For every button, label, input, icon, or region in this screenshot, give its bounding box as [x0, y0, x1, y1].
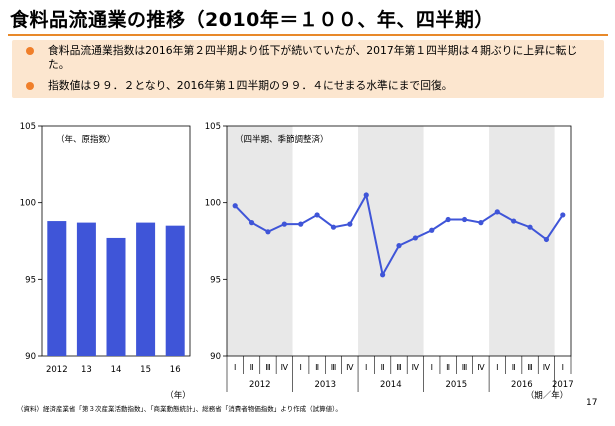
data-point: [330, 224, 337, 230]
quarter-label: Ⅲ: [527, 363, 533, 372]
y-tick-label: 90: [25, 352, 36, 362]
bar: [106, 237, 126, 356]
x-tick-label: 13: [81, 365, 92, 375]
x-tick-label: 14: [111, 365, 122, 375]
quarter-label: Ⅰ: [300, 363, 302, 372]
data-point: [298, 221, 304, 227]
year-label: 2017: [552, 380, 574, 390]
data-point: [314, 212, 320, 218]
quarter-label: Ⅳ: [543, 363, 551, 372]
data-point: [380, 272, 386, 278]
quarter-label: Ⅰ: [562, 363, 564, 372]
data-point: [248, 220, 255, 226]
quarter-label: Ⅱ: [315, 363, 319, 372]
chart-annotation: （年、原指数）: [56, 134, 116, 145]
quarter-label: Ⅰ: [365, 363, 367, 372]
page-title: 食料品流通業の推移（2010年＝１００、年、四半期）: [10, 9, 494, 31]
data-point: [527, 224, 533, 230]
summary-bullet-text: 指数値は９９．２となり、2016年第１四半期の９９．４にせまる水準にまで回復。: [48, 79, 453, 92]
data-point: [281, 221, 287, 227]
summary-bullet-text: 食料品流通業指数は2016年第２四半期より低下が続いていたが、2017年第１四半…: [48, 44, 578, 71]
year-shade-band: [358, 126, 424, 356]
quarter-label: Ⅱ: [446, 363, 450, 372]
data-point: [265, 229, 271, 235]
year-label: 2013: [314, 380, 336, 390]
quarter-label: Ⅲ: [462, 363, 468, 372]
data-point: [461, 216, 468, 223]
y-tick-label: 105: [20, 122, 36, 132]
data-point: [445, 216, 451, 223]
quarter-label: Ⅱ: [381, 363, 385, 372]
x-axis-unit: （期／年）: [526, 390, 569, 401]
quarter-label: Ⅰ: [234, 363, 236, 372]
year-label: 2012: [249, 380, 271, 390]
x-axis-unit: （年）: [165, 390, 191, 401]
quarter-label: Ⅰ: [496, 363, 498, 372]
data-point: [363, 192, 369, 198]
bar: [136, 222, 156, 356]
quarter-label: Ⅳ: [412, 363, 420, 372]
data-point: [396, 243, 402, 249]
y-tick-label: 95: [25, 275, 36, 285]
source-note: （資料）経済産業省「第３次産業活動指数」、「商業動態統計」、総務省「消費者物価指…: [17, 405, 342, 413]
data-point: [511, 218, 517, 224]
x-tick-label: 15: [140, 365, 151, 375]
bar: [165, 225, 185, 356]
quarter-label: Ⅱ: [250, 363, 254, 372]
bullet-dot-icon: [26, 82, 34, 90]
bar: [47, 221, 67, 356]
data-point: [347, 221, 353, 227]
year-label: 2016: [511, 380, 533, 390]
quarter-label: Ⅲ: [396, 363, 402, 372]
title-divider: [8, 34, 608, 36]
y-tick-label: 105: [205, 122, 221, 132]
plot-frame: [226, 125, 572, 357]
quarter-label: Ⅳ: [477, 363, 485, 372]
quarter-label: Ⅳ: [281, 363, 289, 372]
x-tick-label: 2012: [46, 365, 68, 375]
page-number: 17: [586, 398, 598, 408]
data-point: [478, 220, 484, 226]
bar: [76, 222, 96, 356]
data-point: [543, 236, 550, 243]
data-point: [560, 212, 566, 218]
y-tick-label: 95: [210, 275, 221, 285]
x-tick-label: 16: [170, 365, 181, 375]
y-tick-label: 100: [205, 199, 221, 209]
year-shade-band: [489, 126, 555, 356]
data-point: [494, 209, 500, 215]
quarter-label: Ⅱ: [512, 363, 516, 372]
y-tick-label: 100: [20, 199, 36, 209]
bullet-dot-icon: [26, 47, 34, 55]
quarter-label: Ⅲ: [331, 363, 337, 372]
quarter-label: Ⅲ: [265, 363, 271, 372]
chart-annotation: （四半期、季節調整済）: [235, 134, 329, 145]
year-label: 2014: [380, 380, 402, 390]
data-point: [429, 227, 435, 233]
y-tick-label: 90: [210, 352, 221, 362]
summary-box: 食料品流通業指数は2016年第２四半期より低下が続いていたが、2017年第１四半…: [12, 40, 604, 98]
quarter-label: Ⅳ: [346, 363, 354, 372]
data-point: [412, 235, 418, 241]
year-label: 2015: [446, 380, 468, 390]
quarter-label: Ⅰ: [431, 363, 433, 372]
year-shade-band: [227, 126, 293, 356]
data-point: [232, 203, 238, 209]
